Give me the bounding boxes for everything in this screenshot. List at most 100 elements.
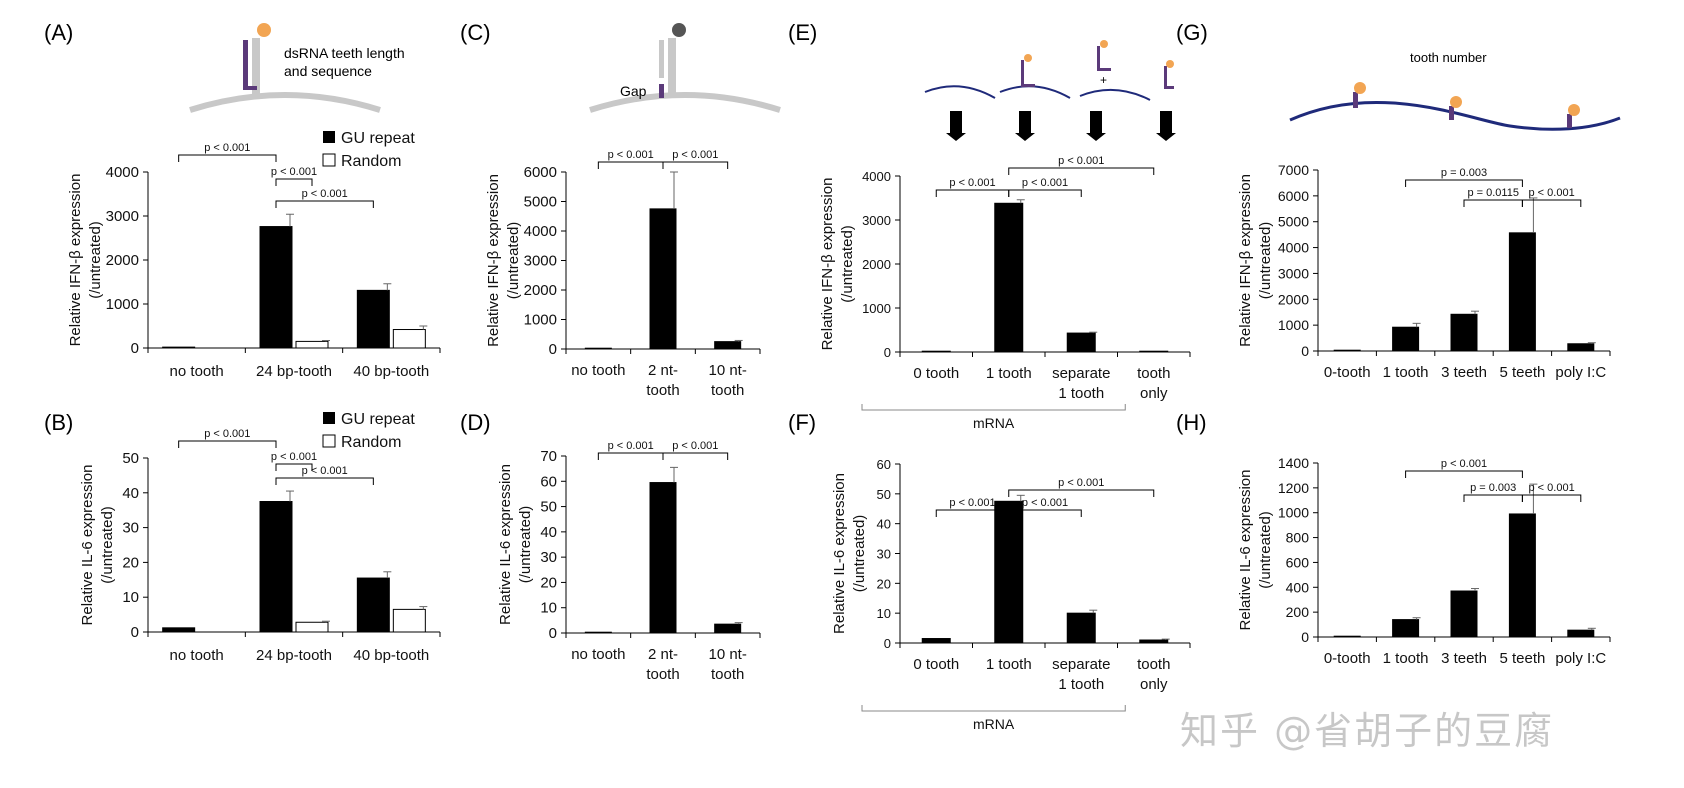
chart-e-group-label: mRNA <box>973 415 1015 431</box>
chart-f-sig-label: p < 0.001 <box>1022 497 1068 509</box>
chart-e-ylabel: Relative IFN-β expression <box>819 178 836 351</box>
chart-f-x-label: 1 tooth <box>986 656 1032 673</box>
chart-c-y-tick-label: 1000 <box>524 312 557 329</box>
chart-h-bar <box>1567 629 1595 638</box>
schematic-e-tooth-2-base <box>1097 68 1111 71</box>
chart-g-y-tick-label: 1000 <box>1278 317 1309 333</box>
chart-a-sig-label: p < 0.001 <box>204 142 250 154</box>
chart-d-x-label: tooth <box>711 666 744 683</box>
chart-a-sig-bracket <box>275 200 374 208</box>
chart-f: 0 10 20 30 40 50 60 Relative IL-6 expression (/u… <box>831 457 1191 732</box>
chart-h-ylabel-unit: (/untreated) <box>1257 511 1274 589</box>
chart-a-y-tick-label: 1000 <box>106 296 139 313</box>
chart-h-sig-label: p < 0.001 <box>1529 482 1575 494</box>
schematic-g-tooth-2 <box>1449 106 1454 120</box>
chart-h-y-tick-label: 1200 <box>1278 480 1309 496</box>
chart-b-sig-label: p < 0.001 <box>302 465 348 477</box>
chart-f-sig-bracket <box>1008 509 1082 517</box>
chart-f-x-label: 1 tooth <box>1058 676 1104 693</box>
chart-c: 0 1000 2000 3000 4000 5000 6000 Relative IFN-β … <box>485 149 761 399</box>
chart-b-sig-bracket <box>178 440 277 448</box>
chart-g-sig-label: p = 0.003 <box>1441 167 1487 179</box>
schematic-a-tooth <box>243 40 248 88</box>
chart-g-sig-bracket <box>1463 199 1523 207</box>
schematic-g-cap-2 <box>1450 96 1462 108</box>
chart-e-x-label: only <box>1140 385 1168 402</box>
chart-g-x-label: 1 tooth <box>1383 364 1429 381</box>
chart-c-y-tick-label: 6000 <box>524 164 557 181</box>
chart-g-sig-bracket <box>1405 179 1523 187</box>
schematic-e-arrow-2 <box>1015 111 1035 141</box>
chart-d-y-tick-label: 0 <box>549 625 557 642</box>
chart-h-bar <box>1508 513 1536 638</box>
chart-h: 0 200 400 600 800 1000 1200 1400 Relative IL-6 e… <box>1237 455 1611 667</box>
chart-h-x-label: 5 teeth <box>1499 650 1545 667</box>
chart-d-y-tick-label: 70 <box>540 448 557 465</box>
chart-f-group-label: mRNA <box>973 716 1015 732</box>
chart-e-bar <box>994 202 1024 353</box>
panel-letter-d: (D) <box>460 410 491 435</box>
chart-b-bar-gu-repeat <box>259 501 293 633</box>
schematic-c-caption: Gap <box>620 83 647 99</box>
chart-f-y-tick-label: 30 <box>877 547 891 562</box>
chart-h-y-tick-label: 600 <box>1286 554 1310 570</box>
chart-d: 0 10 20 30 40 50 60 70 Relative IL-6 expression(… <box>497 440 761 683</box>
chart-e-sig-label: p < 0.001 <box>949 177 995 189</box>
chart-c-x-label: no tooth <box>571 362 625 379</box>
chart-c-x-label: 2 nt- <box>648 362 678 379</box>
chart-h-y-tick-label: 0 <box>1301 629 1309 645</box>
chart-b-ylabel-unit: (/untreated) <box>99 506 116 584</box>
chart-a-x-label: no tooth <box>170 363 224 380</box>
chart-c-ylabel-unit: (/untreated) <box>505 222 522 300</box>
chart-e-sig-bracket <box>935 189 1010 197</box>
chart-d-x-label: 10 nt- <box>708 646 746 663</box>
schematic-g-cap-1 <box>1354 82 1366 94</box>
chart-f-y-tick-label: 50 <box>877 487 891 502</box>
chart-b-legend-random: Random <box>341 434 401 451</box>
schematic-e-arrow-3 <box>1086 111 1106 141</box>
chart-e-x-label: 1 tooth <box>1058 385 1104 402</box>
chart-e-y-tick-label: 1000 <box>862 301 891 316</box>
chart-b-legend-gu-repeat: GU repeat <box>341 411 415 428</box>
schematic-g-caption: tooth number <box>1410 50 1487 65</box>
chart-d-x-label: tooth <box>646 666 679 683</box>
schematic-e-tooth-2 <box>1097 46 1100 68</box>
schematic-g: tooth number <box>1289 50 1621 131</box>
chart-b-y-tick-label: 20 <box>122 554 139 571</box>
chart-f-ylabel: Relative IL-6 expression <box>831 473 848 634</box>
chart-c-bar <box>714 341 742 350</box>
chart-c-y-tick-label: 2000 <box>524 282 557 299</box>
schematic-c: Gap <box>589 23 781 113</box>
chart-a-bar-random <box>392 329 426 349</box>
chart-b-sig-bracket <box>275 477 374 485</box>
chart-a-y-tick-label: 2000 <box>106 252 139 269</box>
chart-a-y-tick-label: 0 <box>131 340 139 357</box>
schematic-g-strand <box>1289 100 1621 131</box>
chart-a-legend-gu-repeat: GU repeat <box>341 130 415 147</box>
schematic-e-tooth-3-base <box>1164 86 1174 89</box>
schematic-e-cap-3 <box>1166 60 1174 68</box>
chart-c-y-tick-label: 5000 <box>524 194 557 211</box>
chart-f-sig-label: p < 0.001 <box>1058 477 1104 489</box>
chart-h-ylabel: Relative IL-6 expression <box>1237 470 1254 631</box>
chart-a-x-label: 40 bp-tooth <box>353 363 429 380</box>
chart-h-x-label: poly I:C <box>1555 650 1606 667</box>
chart-d-ylabel-unit: (/untreated) <box>517 506 534 584</box>
chart-g-y-tick-label: 4000 <box>1278 240 1309 256</box>
schematic-a: dsRNA teeth length and sequence <box>189 23 405 113</box>
watermark: 知乎 @省胡子的豆腐 <box>1180 709 1555 753</box>
panel-letter-h: (H) <box>1176 410 1207 435</box>
chart-d-sig-label: p < 0.001 <box>608 440 654 452</box>
chart-g-bar <box>1333 349 1361 352</box>
chart-g-x-label: 0-tooth <box>1324 364 1371 381</box>
chart-h-y-tick-label: 1000 <box>1278 505 1309 521</box>
chart-g-sig-bracket <box>1521 199 1582 207</box>
schematic-e-tooth-1-base <box>1021 84 1035 87</box>
chart-e-group-bracket <box>861 404 1126 411</box>
chart-g-y-tick-label: 2000 <box>1278 291 1309 307</box>
chart-f-x-label: separate <box>1052 656 1110 673</box>
chart-f-sig-label: p < 0.001 <box>949 497 995 509</box>
chart-c-sig-bracket <box>597 161 664 169</box>
chart-d-y-tick-label: 10 <box>540 600 557 617</box>
chart-f-x-label: tooth <box>1137 656 1170 673</box>
